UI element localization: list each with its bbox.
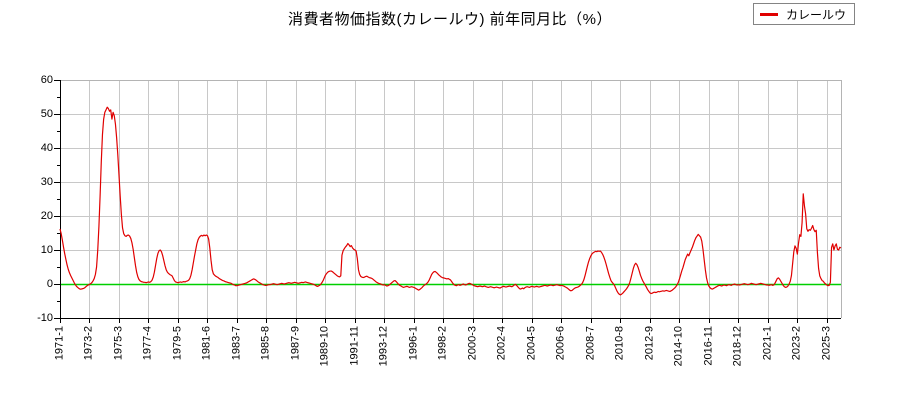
x-tick-label: 1987-9 bbox=[289, 326, 302, 361]
y-tick-label: 50 bbox=[40, 107, 53, 120]
y-tick-label: 60 bbox=[40, 73, 53, 86]
x-tick-label: 2014-10 bbox=[672, 326, 685, 367]
x-tick-label: 2010-8 bbox=[613, 326, 626, 361]
y-tick-label: 0 bbox=[46, 277, 53, 290]
legend-line-icon bbox=[760, 12, 778, 16]
x-tick-label: 1981-6 bbox=[200, 326, 213, 361]
x-tick-label: 1991-11 bbox=[348, 326, 361, 366]
x-tick-label: 2008-7 bbox=[584, 326, 597, 361]
y-tick-label: 30 bbox=[40, 175, 53, 188]
x-tick-label: 1989-10 bbox=[318, 326, 331, 367]
x-tick-label: 1998-2 bbox=[436, 326, 449, 361]
chart-title: 消費者物価指数(カレールウ) 前年同月比（%） bbox=[288, 11, 612, 28]
x-tick-label: 2018-12 bbox=[731, 326, 744, 367]
x-tick-label: 2000-3 bbox=[466, 326, 479, 361]
x-tick-label: 1977-4 bbox=[141, 326, 154, 361]
x-tick-label: 1993-12 bbox=[377, 326, 390, 367]
x-tick-label: 1975-3 bbox=[112, 326, 125, 361]
y-tick-label: 20 bbox=[40, 209, 53, 222]
y-tick-label: 10 bbox=[40, 243, 53, 256]
y-tick-label: 40 bbox=[40, 141, 53, 154]
x-tick-label: 1979-5 bbox=[171, 326, 184, 361]
y-tick-label: -10 bbox=[37, 311, 53, 324]
x-tick-label: 1973-2 bbox=[82, 326, 95, 361]
x-tick-label: 1983-7 bbox=[230, 326, 243, 361]
x-tick-label: 2012-9 bbox=[643, 326, 656, 361]
x-tick-label: 2023-2 bbox=[790, 326, 803, 361]
x-tick-label: 2021-1 bbox=[761, 326, 774, 361]
x-tick-label: 2002-4 bbox=[495, 326, 508, 361]
legend-box: カレールウ bbox=[753, 3, 855, 25]
x-tick-label: 1996-1 bbox=[407, 326, 420, 361]
x-tick-label: 2016-11 bbox=[702, 326, 715, 366]
legend-series-label: カレールウ bbox=[786, 7, 847, 22]
x-tick-label: 2004-5 bbox=[525, 326, 538, 361]
x-tick-label: 1971-1 bbox=[53, 326, 66, 361]
x-tick-label: 2025-3 bbox=[820, 326, 833, 361]
x-tick-label: 2006-6 bbox=[554, 326, 567, 361]
series-line bbox=[59, 106, 842, 296]
x-tick-label: 1985-8 bbox=[259, 326, 272, 361]
